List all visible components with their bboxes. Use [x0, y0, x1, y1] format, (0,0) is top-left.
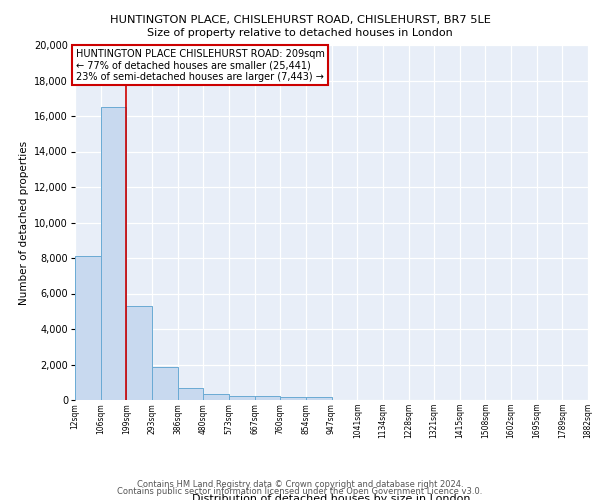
Text: HUNTINGTON PLACE, CHISLEHURST ROAD, CHISLEHURST, BR7 5LE: HUNTINGTON PLACE, CHISLEHURST ROAD, CHIS…	[110, 15, 490, 25]
Text: Size of property relative to detached houses in London: Size of property relative to detached ho…	[147, 28, 453, 38]
Bar	[127, 306, 152, 400]
Bar	[229, 396, 254, 400]
Bar	[152, 367, 178, 400]
Bar	[203, 394, 229, 400]
Text: Contains HM Land Registry data © Crown copyright and database right 2024.: Contains HM Land Registry data © Crown c…	[137, 480, 463, 489]
Text: Contains public sector information licensed under the Open Government Licence v3: Contains public sector information licen…	[118, 488, 482, 496]
Bar	[306, 397, 331, 400]
Bar	[75, 256, 101, 400]
Bar	[101, 107, 127, 400]
Bar	[280, 397, 306, 400]
Bar	[178, 388, 203, 400]
Y-axis label: Number of detached properties: Number of detached properties	[19, 140, 29, 304]
X-axis label: Distribution of detached houses by size in London: Distribution of detached houses by size …	[192, 494, 471, 500]
Text: HUNTINGTON PLACE CHISLEHURST ROAD: 209sqm
← 77% of detached houses are smaller (: HUNTINGTON PLACE CHISLEHURST ROAD: 209sq…	[76, 48, 325, 82]
Bar	[254, 396, 280, 400]
